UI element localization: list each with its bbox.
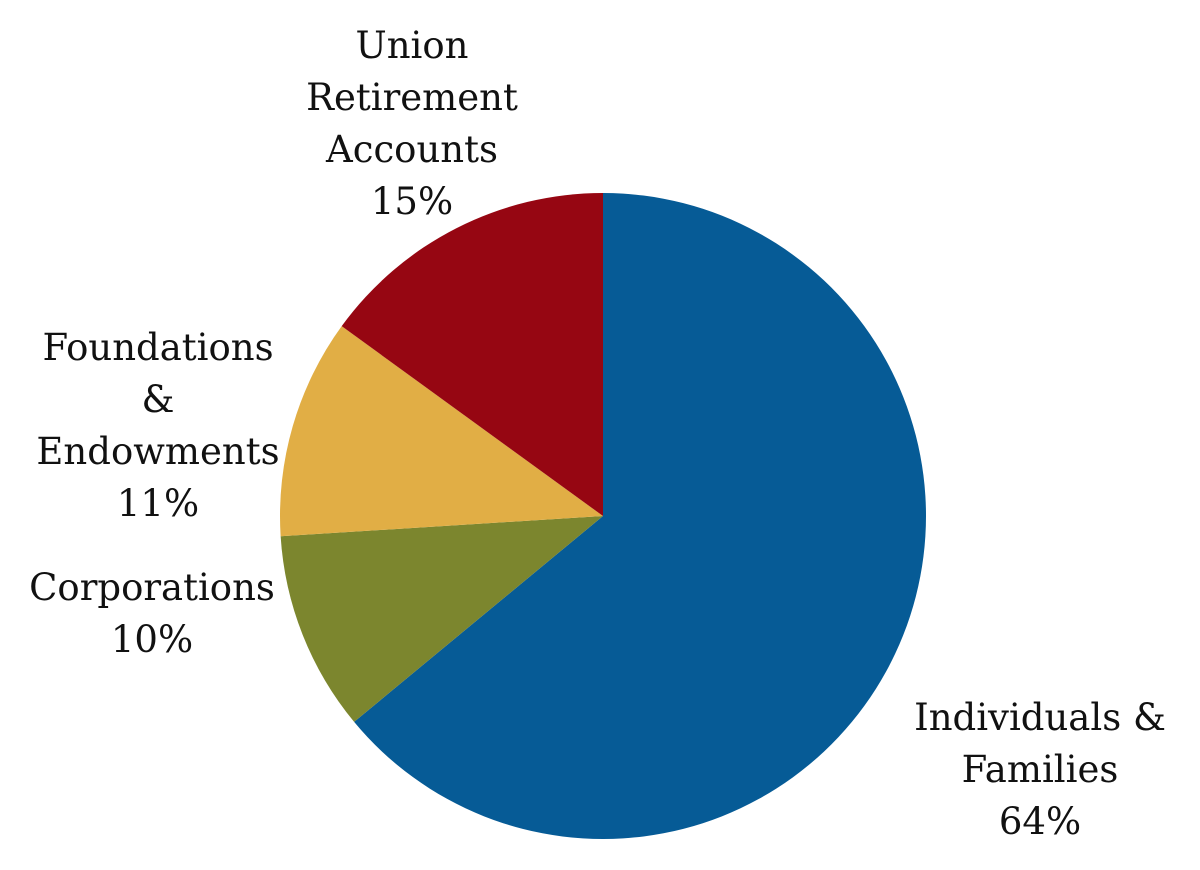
pie-slice-name-line: &: [142, 378, 175, 421]
pie-slice-value-label: 15%: [371, 180, 453, 223]
pie-slice-1: [354, 193, 927, 839]
pie-slice-label-4: Union Retirement Accounts 15%: [306, 24, 518, 223]
pie-slice-name-line: Foundations: [42, 326, 273, 369]
pie-slice-name-line: Families: [962, 748, 1119, 791]
pie-slice-value-label: 64%: [999, 800, 1081, 843]
pie-slice-value-label: 11%: [117, 482, 199, 525]
pie-slice-label-2: Corporations 10%: [29, 566, 275, 661]
pie-slice-name-line: Accounts: [325, 128, 498, 171]
pie-labels: Individuals & Families 64% Corporations 10% F…: [29, 24, 1166, 843]
pie-slice-name-line: Individuals &: [914, 696, 1166, 739]
pie-slices: [280, 193, 927, 839]
pie-slice-4: [341, 193, 603, 516]
pie-slice-name-line: Union: [356, 24, 469, 67]
pie-slice-2: [280, 516, 603, 722]
pie-slice-label-3: Foundations & Endowments 11%: [36, 326, 279, 525]
pie-slice-3: [280, 326, 603, 537]
pie-slice-value-label: 10%: [111, 618, 193, 661]
pie-slice-name-line: Corporations: [29, 566, 275, 609]
pie-slice-name-line: Retirement: [306, 76, 518, 119]
pie-slice-name-line: Endowments: [36, 430, 279, 473]
pie-slice-label-1: Individuals & Families 64%: [914, 696, 1166, 843]
